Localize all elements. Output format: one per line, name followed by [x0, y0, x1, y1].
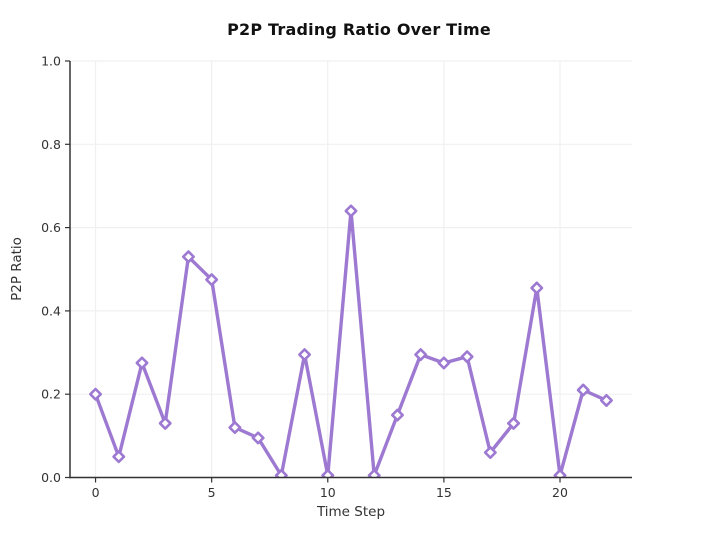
chart-title: P2P Trading Ratio Over Time	[227, 20, 491, 39]
data-point-marker	[228, 421, 242, 435]
data-point-marker	[321, 468, 335, 478]
data-point-marker	[530, 281, 544, 295]
y-tick-label: 0.8	[41, 137, 61, 152]
y-tick-label: 1.0	[41, 54, 61, 69]
axes: 0 5 10 15 20 0.0 0.2 0.4 0.6 0.8 1.0	[41, 54, 632, 500]
y-tick-label: 0.6	[41, 220, 61, 235]
data-point-marker	[135, 356, 149, 370]
data-point-marker	[437, 356, 451, 370]
gridlines	[70, 60, 632, 479]
y-tick-label: 0.0	[41, 470, 61, 485]
data-point-marker	[460, 350, 474, 364]
data-point-marker	[251, 431, 265, 445]
x-tick-label: 10	[320, 485, 336, 500]
x-axis-label: Time Step	[316, 504, 385, 520]
data-line	[93, 209, 609, 478]
data-point-marker	[274, 468, 288, 478]
x-tick-label: 5	[208, 485, 216, 500]
data-point-marker	[158, 416, 172, 430]
x-tick-label: 0	[92, 485, 100, 500]
data-point-marker	[367, 468, 381, 478]
data-point-marker	[205, 273, 219, 287]
data-point-marker	[507, 416, 521, 430]
data-point-marker	[599, 393, 613, 407]
data-point-marker	[553, 468, 567, 478]
y-axis-label: P2P Ratio	[9, 237, 25, 301]
data-point-marker	[181, 250, 195, 264]
data-point-marker	[89, 387, 103, 401]
data-point-marker	[414, 348, 428, 362]
data-point-marker	[576, 383, 590, 397]
x-tick-label: 15	[436, 485, 452, 500]
data-point-marker	[344, 204, 358, 218]
x-tick-label: 20	[552, 485, 568, 500]
data-point-marker	[112, 450, 126, 464]
y-tick-label: 0.4	[41, 303, 61, 318]
data-point-marker	[390, 408, 404, 422]
data-series-layer	[89, 204, 613, 478]
y-tick-label: 0.2	[41, 387, 61, 402]
data-point-marker	[483, 446, 497, 460]
data-point-marker	[298, 348, 312, 362]
